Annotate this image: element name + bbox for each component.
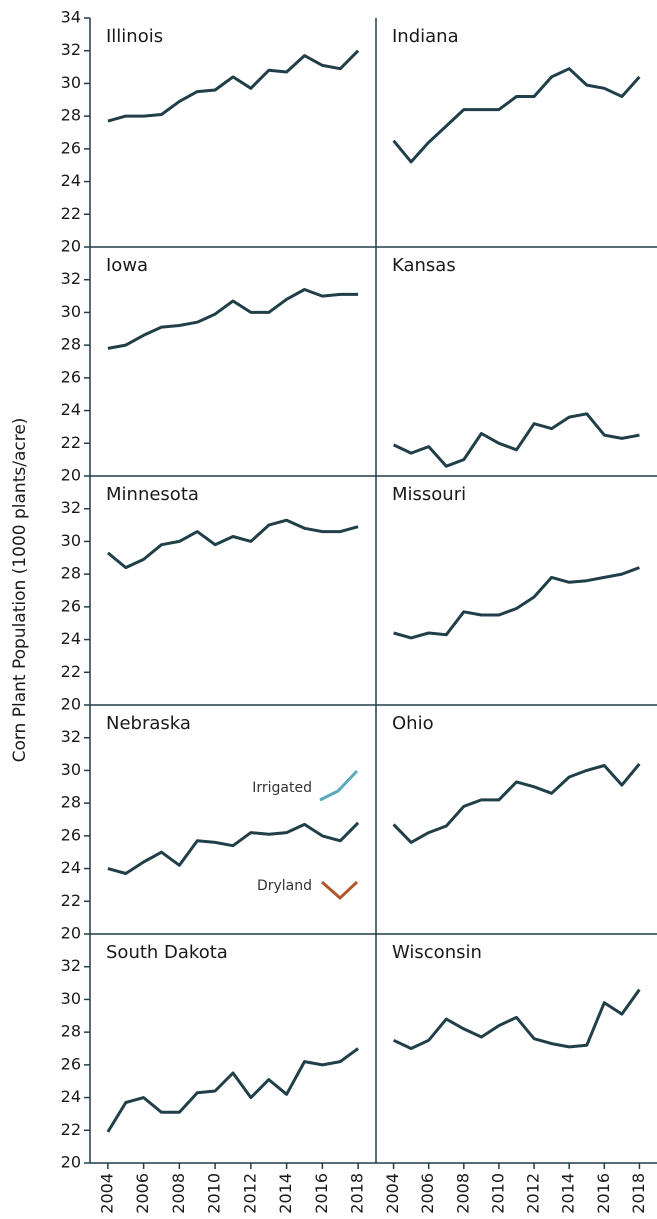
data-line [393, 566, 640, 640]
y-tick-label: 22 [61, 204, 81, 223]
x-tick-label: 2006 [133, 1173, 152, 1214]
data-line [107, 821, 360, 875]
y-tick-label: 20 [61, 466, 81, 485]
data-line [106, 518, 359, 570]
y-tick-label: 32 [61, 498, 81, 517]
y-tick-label: 28 [61, 793, 81, 812]
panel-title: South Dakota [106, 942, 228, 963]
y-tick-label: 32 [61, 269, 81, 288]
x-tick-label: 2010 [205, 1173, 224, 1214]
x-tick-label: 2010 [488, 1173, 507, 1214]
data-line [106, 1047, 359, 1133]
y-tick-label: 20 [61, 695, 81, 714]
y-tick-label: 32 [61, 727, 81, 746]
x-tick-label: 2008 [453, 1173, 472, 1214]
y-tick-label: 30 [61, 760, 81, 779]
y-tick-label: 24 [61, 171, 81, 190]
x-tick-label: 2004 [383, 1173, 402, 1214]
panel-title: Kansas [392, 255, 456, 276]
y-tick-label: 24 [61, 1087, 81, 1106]
panel-title: Missouri [392, 484, 466, 505]
data-line [392, 762, 641, 844]
x-tick-label: 2018 [348, 1173, 367, 1214]
y-tick-label: 22 [61, 1120, 81, 1139]
y-tick-label: 24 [61, 629, 81, 648]
data-line [392, 67, 641, 164]
y-tick-label: 22 [61, 662, 81, 681]
data-line [107, 49, 360, 123]
x-tick-label: 2014 [276, 1173, 295, 1214]
data-line [107, 288, 359, 350]
x-tick-label: 2016 [594, 1173, 613, 1214]
y-tick-label: 30 [61, 989, 81, 1008]
y-tick-label: 28 [61, 335, 81, 354]
y-tick-label: 30 [61, 302, 81, 321]
panel-title: Wisconsin [392, 942, 482, 963]
y-tick-label: 28 [61, 106, 81, 125]
y-tick-label: 26 [61, 825, 81, 844]
annotation: Irrigated [252, 780, 312, 796]
x-tick-label: 2018 [629, 1173, 648, 1214]
panel-title: Iowa [106, 255, 148, 276]
y-tick-label: 20 [61, 237, 81, 256]
panel-title: Nebraska [106, 713, 191, 734]
annotation-swatch [319, 769, 359, 802]
data-line [392, 988, 641, 1050]
y-tick-label: 20 [61, 924, 81, 943]
y-tick-label: 28 [61, 564, 81, 583]
y-tick-label: 32 [61, 40, 81, 59]
x-tick-label: 2016 [312, 1173, 331, 1214]
y-axis-label: Corn Plant Population (1000 plants/acre) [10, 418, 30, 763]
panel-title: Illinois [106, 26, 163, 47]
y-tick-label: 28 [61, 1022, 81, 1041]
panel-title: Ohio [392, 713, 434, 734]
x-tick-label: 2004 [97, 1173, 116, 1214]
x-tick-label: 2006 [418, 1173, 437, 1214]
panel-title: Minnesota [106, 484, 199, 505]
annotation-swatch [321, 880, 359, 901]
panel-title: Indiana [392, 26, 459, 47]
x-tick-label: 2012 [524, 1173, 543, 1214]
y-tick-label: 30 [61, 531, 81, 550]
y-tick-label: 32 [61, 956, 81, 975]
data-line [392, 412, 640, 468]
y-tick-label: 24 [61, 858, 81, 877]
y-tick-label: 20 [61, 1153, 81, 1172]
y-tick-label: 30 [61, 73, 81, 92]
y-tick-label: 24 [61, 400, 81, 419]
y-tick-label: 22 [61, 891, 81, 910]
x-tick-label: 2014 [559, 1173, 578, 1214]
y-tick-label: 26 [61, 596, 81, 615]
y-tick-label: 22 [61, 433, 81, 452]
y-tick-label: 26 [61, 138, 81, 157]
annotation: Dryland [257, 878, 312, 894]
y-tick-label: 26 [61, 1054, 81, 1073]
y-tick-label: 26 [61, 367, 81, 386]
y-tick-label: 34 [61, 8, 81, 27]
x-tick-label: 2008 [169, 1173, 188, 1214]
x-tick-label: 2012 [240, 1173, 259, 1214]
